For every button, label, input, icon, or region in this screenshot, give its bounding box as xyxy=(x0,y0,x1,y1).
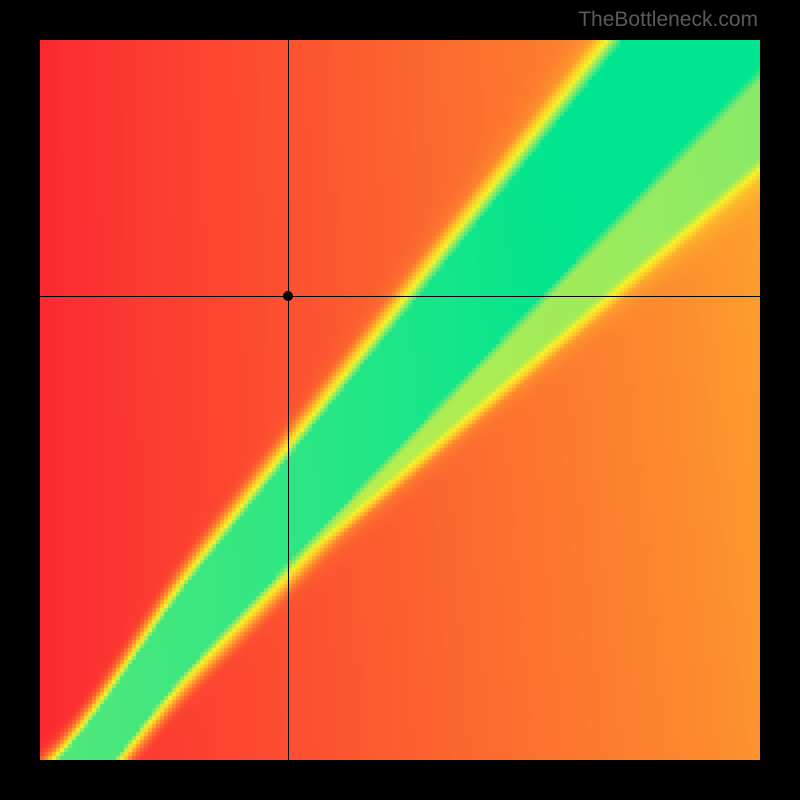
crosshair-vertical xyxy=(288,40,289,760)
crosshair-marker xyxy=(283,291,293,301)
heatmap-canvas xyxy=(40,40,760,760)
plot-area xyxy=(40,40,760,760)
watermark-text: TheBottleneck.com xyxy=(578,8,758,32)
crosshair-horizontal xyxy=(40,296,760,297)
chart-root: TheBottleneck.com xyxy=(0,0,800,800)
